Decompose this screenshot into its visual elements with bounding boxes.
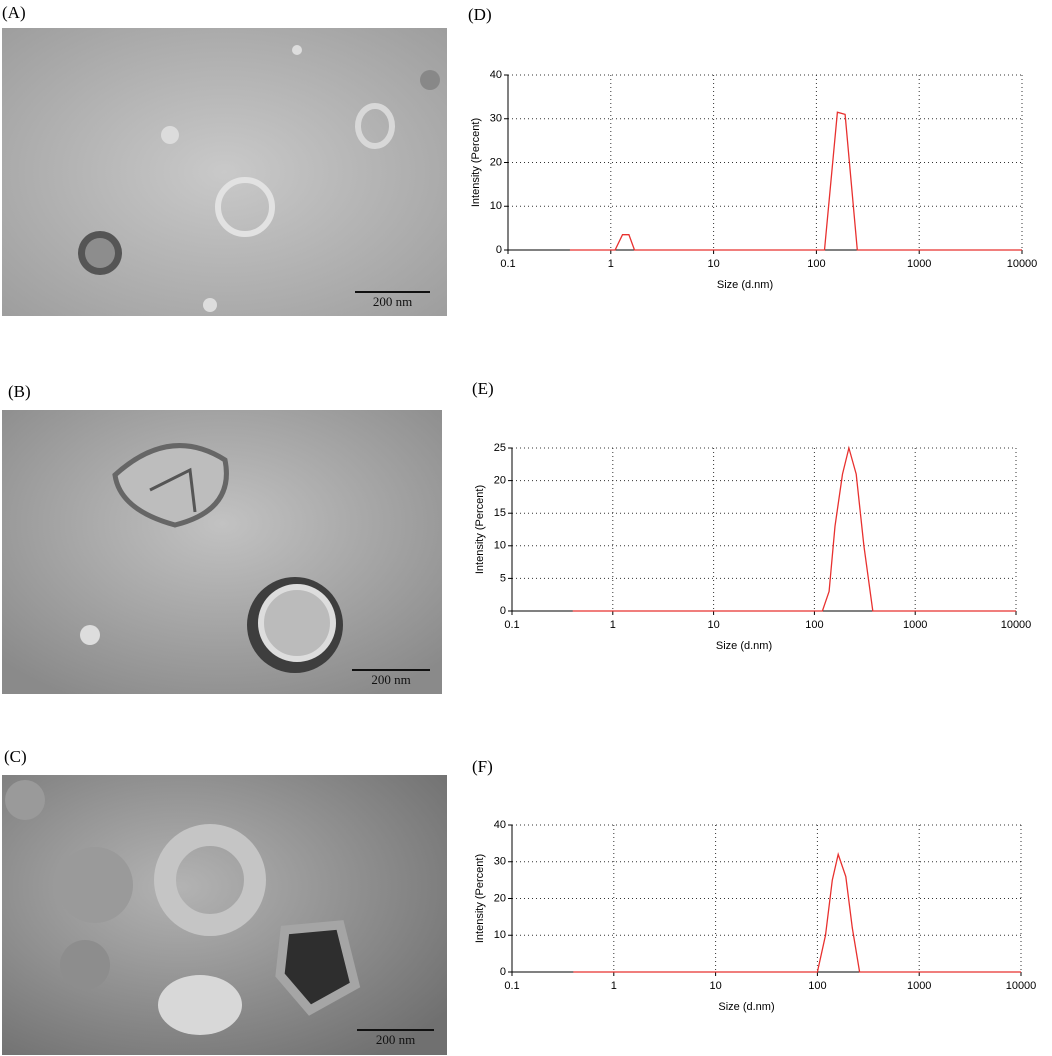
x-tick-label: 10000 <box>1006 980 1037 992</box>
x-tick-label: 1000 <box>903 619 927 631</box>
data-line <box>572 445 1016 612</box>
y-tick-label: 30 <box>494 856 506 868</box>
y-tick-label: 0 <box>500 966 506 978</box>
y-tick-label: 0 <box>496 244 502 256</box>
x-tick-label: 10000 <box>1007 258 1038 270</box>
x-tick-label: 100 <box>807 258 825 270</box>
x-tick-label: 10 <box>707 258 719 270</box>
x-tick-label: 10000 <box>1001 619 1032 631</box>
y-tick-label: 40 <box>490 69 502 81</box>
x-axis-title: Size (d.nm) <box>718 1001 774 1013</box>
tem-image <box>2 410 442 694</box>
y-tick-label: 10 <box>494 929 506 941</box>
panel-label: (F) <box>472 757 493 776</box>
x-tick-label: 1 <box>608 258 614 270</box>
panel-label: (D) <box>468 5 492 24</box>
data-line <box>573 852 1021 973</box>
x-tick-label: 0.1 <box>500 258 515 270</box>
y-tick-label: 10 <box>494 540 506 552</box>
scale-bar-label: 200 nm <box>373 294 412 309</box>
panel-label: (A) <box>2 3 26 22</box>
y-axis-title: Intensity (Percent) <box>474 854 486 943</box>
y-tick-label: 5 <box>500 572 506 584</box>
x-axis-title: Size (d.nm) <box>717 279 773 291</box>
y-tick-label: 30 <box>490 113 502 125</box>
panel-label: (E) <box>472 379 494 398</box>
x-axis-title: Size (d.nm) <box>716 640 772 652</box>
panel-label: (B) <box>8 382 31 401</box>
y-tick-label: 25 <box>494 442 506 454</box>
y-tick-label: 10 <box>490 200 502 212</box>
data-line <box>569 111 1022 251</box>
x-tick-label: 1000 <box>907 258 931 270</box>
scale-bar-label: 200 nm <box>376 1032 415 1047</box>
x-tick-label: 1 <box>610 619 616 631</box>
y-axis-title: Intensity (Percent) <box>474 485 486 574</box>
y-tick-label: 15 <box>494 507 506 519</box>
x-tick-label: 10 <box>709 980 721 992</box>
x-tick-label: 0.1 <box>504 980 519 992</box>
x-tick-label: 100 <box>808 980 826 992</box>
panel-label: (C) <box>4 747 27 766</box>
y-tick-label: 40 <box>494 819 506 831</box>
x-tick-label: 0.1 <box>504 619 519 631</box>
tem-image <box>2 28 447 316</box>
x-tick-label: 1000 <box>907 980 931 992</box>
x-tick-label: 1 <box>611 980 617 992</box>
y-axis-title: Intensity (Percent) <box>470 118 482 207</box>
x-tick-label: 100 <box>805 619 823 631</box>
x-tick-label: 10 <box>707 619 719 631</box>
tem-image <box>2 775 447 1055</box>
y-tick-label: 20 <box>490 156 502 168</box>
y-tick-label: 20 <box>494 475 506 487</box>
y-tick-label: 0 <box>500 605 506 617</box>
scale-bar-label: 200 nm <box>371 672 410 687</box>
y-tick-label: 20 <box>494 892 506 904</box>
